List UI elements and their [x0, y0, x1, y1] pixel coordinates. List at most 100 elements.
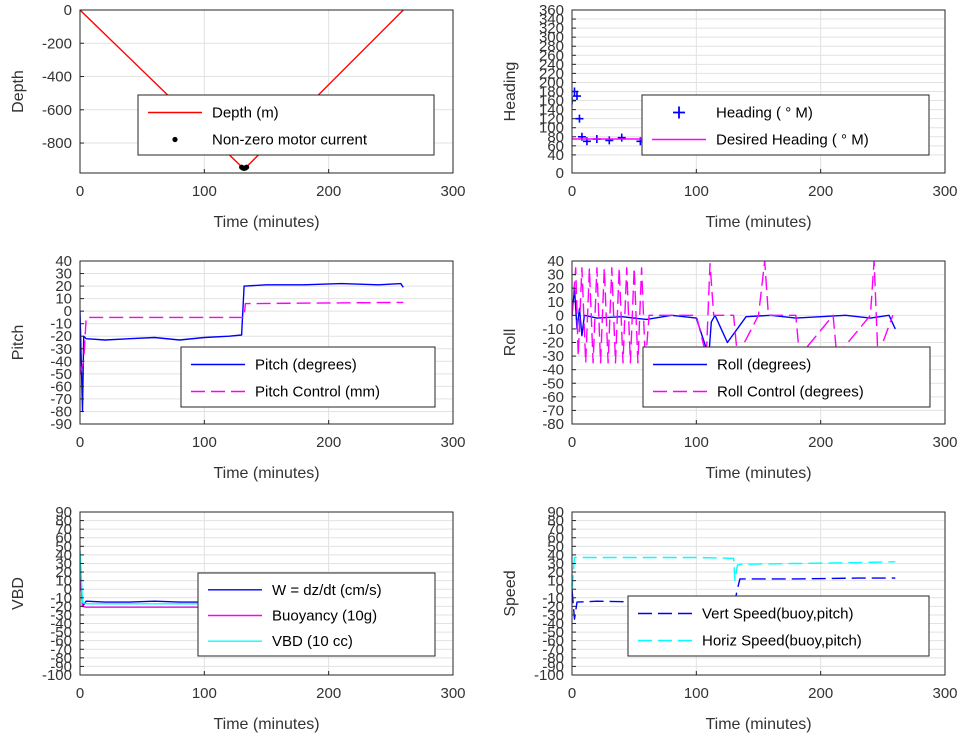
axes-frame [79, 9, 454, 174]
y-tick-label: 10 [547, 294, 564, 311]
legend-entry: Depth (m) [212, 105, 279, 122]
legend-entry: Vert Speed(buoy,pitch) [702, 606, 853, 623]
x-tick-label: 100 [192, 434, 217, 451]
y-tick-label: 60 [547, 138, 564, 155]
x-tick-label: 200 [808, 183, 833, 200]
y-tick-label: 90 [55, 504, 72, 521]
y-tick-label: 70 [55, 521, 72, 538]
y-tick-label: -90 [50, 658, 72, 675]
chart-pitch: 0 100 200 300403020100-10-20-30-40-50-60-70… [10, 253, 466, 482]
y-axis-label: Speed [502, 570, 519, 616]
legend-entry: Pitch Control (mm) [255, 384, 380, 401]
legend: Pitch (degrees) Pitch Control (mm) [180, 346, 436, 408]
y-tick-label: -60 [50, 378, 72, 395]
axes-frame [79, 260, 454, 425]
y-tick-label: 50 [547, 538, 564, 555]
y-tick-label: 50 [55, 538, 72, 555]
y-tick-label: -200 [42, 35, 72, 52]
y-tick-label: 0 [556, 581, 564, 598]
y-axis-label: VBD [10, 577, 27, 610]
legend-entry: W = dz/dt (cm/s) [272, 582, 382, 599]
y-tick-label: -30 [50, 607, 72, 624]
y-tick-label: 20 [547, 280, 564, 297]
y-tick-label: 10 [547, 573, 564, 590]
y-tick-label: 80 [547, 513, 564, 530]
y-tick-label: 60 [55, 530, 72, 547]
y-tick-label: -20 [542, 598, 564, 615]
x-tick-label: 300 [440, 434, 465, 451]
y-tick-label: -100 [534, 667, 564, 684]
x-tick-label: 200 [808, 685, 833, 702]
y-tick-label: -10 [542, 321, 564, 338]
y-tick-label: -30 [50, 341, 72, 358]
y-tick-label: -10 [50, 590, 72, 607]
chart-heading: 0 100 200 300040608010012014016018020022024… [502, 2, 958, 231]
y-axis-label: Heading [502, 62, 519, 122]
y-tick-label: 240 [539, 56, 564, 73]
y-tick-label: 40 [547, 547, 564, 564]
legend-swatch [673, 106, 685, 119]
y-tick-label: -600 [42, 102, 72, 119]
x-tick-label: 200 [316, 685, 341, 702]
y-tick-label: -80 [50, 650, 72, 667]
y-tick-label: 300 [539, 29, 564, 46]
y-tick-label: 40 [547, 147, 564, 164]
y-tick-label: 120 [539, 111, 564, 128]
legend-box [180, 346, 436, 408]
y-tick-label: 40 [55, 253, 72, 270]
y-tick-label: -70 [50, 391, 72, 408]
y-tick-label: -40 [50, 616, 72, 633]
y-tick-label: -80 [542, 416, 564, 433]
legend-box [642, 346, 931, 408]
legend: Roll (degrees) Roll Control (degrees) [642, 346, 931, 408]
x-tick-label: 300 [932, 434, 957, 451]
series-group [80, 10, 404, 171]
y-tick-label: 20 [547, 564, 564, 581]
y-tick-label: -50 [50, 624, 72, 641]
x-tick-label: 100 [192, 685, 217, 702]
legend-entry: Heading ( ° M) [716, 105, 813, 122]
y-tick-label: 320 [539, 20, 564, 37]
y-tick-label: 80 [547, 129, 564, 146]
legend-box [197, 572, 436, 657]
x-tick-label: 100 [684, 434, 709, 451]
y-tick-label: 30 [547, 555, 564, 572]
y-tick-label: 100 [539, 120, 564, 137]
y-tick-label: -10 [50, 316, 72, 333]
series-line [80, 282, 404, 413]
y-tick-label: 0 [556, 165, 564, 182]
y-tick-label: 0 [64, 581, 72, 598]
axes-frame [571, 511, 946, 676]
y-tick-label: -40 [50, 353, 72, 370]
data-point [244, 164, 250, 170]
y-tick-label: 30 [547, 267, 564, 284]
y-tick-label: -90 [50, 416, 72, 433]
legend: Vert Speed(buoy,pitch) Horiz Speed(buoy,p… [627, 595, 930, 657]
x-tick-label: 0 [76, 685, 84, 702]
y-tick-label: 40 [547, 253, 564, 270]
y-tick-label: -10 [542, 590, 564, 607]
legend-entry: Buoyancy (10g) [272, 608, 377, 625]
x-axis-label: Time (minutes) [705, 214, 811, 231]
x-axis-label: Time (minutes) [213, 716, 319, 733]
x-tick-label: 0 [568, 685, 576, 702]
y-tick-label: 200 [539, 74, 564, 91]
y-tick-label: -800 [42, 135, 72, 152]
y-tick-label: -70 [542, 402, 564, 419]
x-tick-label: 0 [76, 183, 84, 200]
x-tick-label: 200 [808, 434, 833, 451]
y-tick-label: 80 [55, 513, 72, 530]
y-tick-label: -40 [542, 362, 564, 379]
y-tick-label: 60 [547, 530, 564, 547]
y-tick-label: -90 [542, 658, 564, 675]
legend: W = dz/dt (cm/s) Buoyancy (10g) VBD (10 cc… [197, 572, 436, 657]
y-tick-label: -70 [50, 641, 72, 658]
y-tick-label: 160 [539, 93, 564, 110]
legend-entry: Desired Heading ( ° M) [716, 132, 869, 149]
legend-entry: Pitch (degrees) [255, 357, 357, 374]
y-tick-label: -100 [42, 667, 72, 684]
y-tick-label: 70 [547, 521, 564, 538]
y-tick-label: 90 [547, 504, 564, 521]
legend-entry: Roll Control (degrees) [717, 384, 864, 401]
